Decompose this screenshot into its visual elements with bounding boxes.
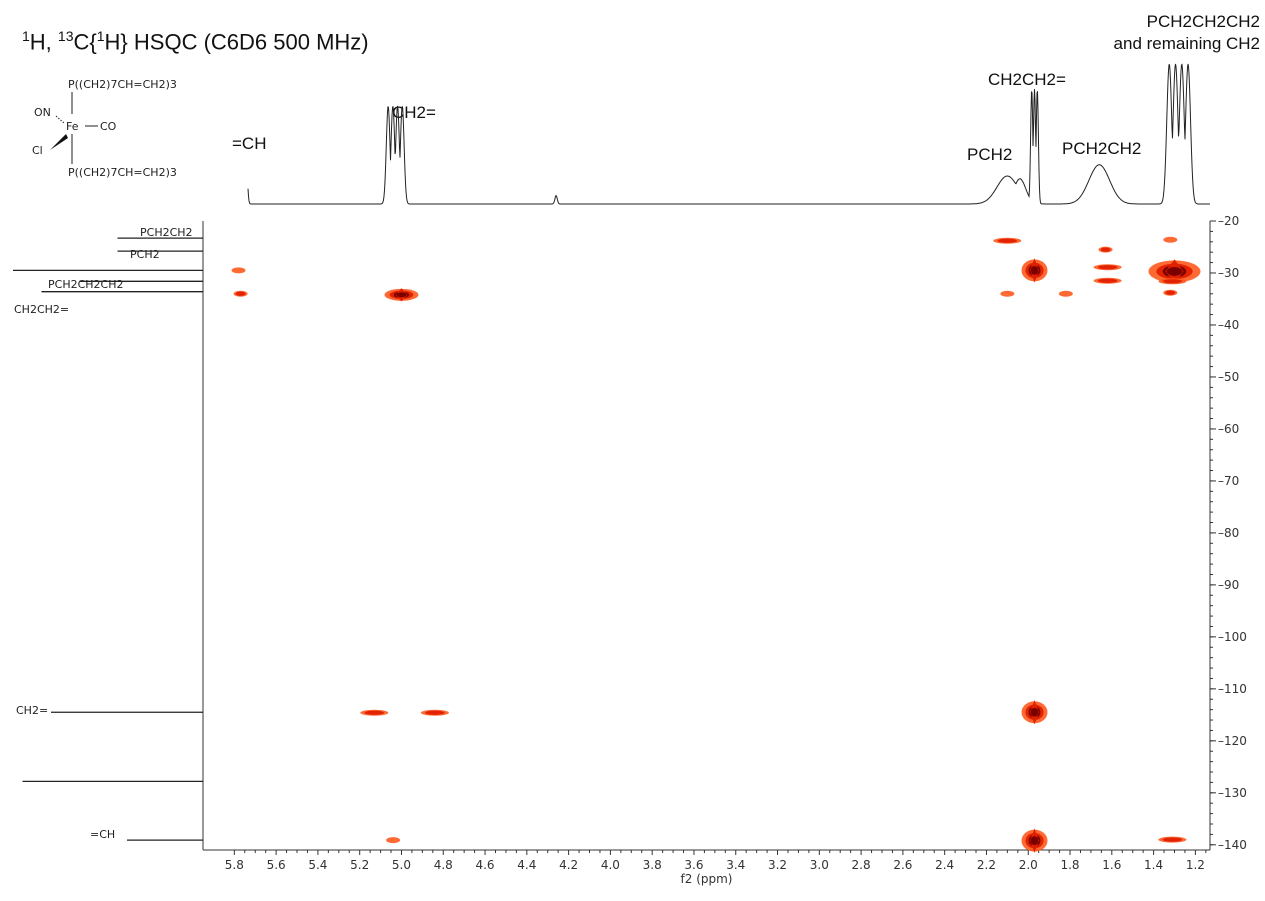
label-pch2ch2: PCH2CH2 [1062,139,1142,158]
x-tick-label: 2.4 [935,858,954,872]
cross-peak [1158,836,1187,843]
x-tick-label: 1.2 [1186,858,1205,872]
contour-level [997,238,1018,243]
contour-level [1097,278,1118,283]
molecule-co-ligand: CO [100,120,117,133]
y-tick-label: –130 [1218,786,1247,800]
x-tick-label: 4.8 [434,858,453,872]
x-tick-label: 3.6 [684,858,703,872]
y-tick-label: –80 [1218,526,1239,540]
contour-level [1030,836,1039,846]
label-pch2ch2ch2: PCH2CH2CH2 [1146,12,1260,31]
contour-level [1030,707,1039,717]
cross-peak [1000,290,1015,297]
label-pch2: PCH2 [967,145,1013,164]
y-tick-label: –30 [1218,266,1239,280]
label-c-eq-ch: =CH [90,828,116,841]
label-c-ch2eq: CH2= [16,704,49,717]
molecule-top-ligand: P((CH2)7CH=CH2)3 [68,78,177,91]
chart-title: 1H, 13C{1H} HSQC (C6D6 500 MHz) [22,28,369,55]
cross-peak [1093,264,1122,271]
contour-level [1165,290,1176,295]
cross-peak [993,237,1022,244]
label-c-ch2ch2eq: CH2CH2= [14,303,70,316]
cross-peak [231,267,246,274]
cross-peak [420,709,449,716]
cross-peak [1163,289,1178,296]
contour-level [1100,247,1111,252]
cross-peak [1098,246,1113,253]
molecule-structure-icon: P((CH2)7CH=CH2)3 ON Fe CO Cl P((CH2)7CH=… [32,78,177,179]
y-tick-label: –110 [1218,682,1247,696]
molecule-cl-ligand: Cl [32,144,43,157]
x-tick-label: 3.0 [810,858,829,872]
x-tick-label: 5.2 [350,858,369,872]
contour-level [235,291,246,296]
y-tick-label: –60 [1218,422,1239,436]
x-tick-label: 2.6 [893,858,912,872]
x-tick-label: 5.8 [225,858,244,872]
contour-level [396,292,407,298]
y-tick-label: –140 [1218,838,1247,852]
x-tick-label: 1.8 [1060,858,1079,872]
contour-level [1058,290,1073,297]
cross-peak [1021,258,1048,283]
x-tick-label: 4.2 [559,858,578,872]
cross-peak [1163,236,1178,243]
molecule-no-ligand: ON [34,106,51,119]
cross-peak [1093,277,1122,284]
proton-trace [247,63,1210,205]
x-tick-label: 5.4 [308,858,327,872]
x-tick-label: 4.0 [601,858,620,872]
x-tick-label: 4.4 [517,858,536,872]
y-tick-label: –70 [1218,474,1239,488]
molecule-metal: Fe [66,120,79,133]
contour-level [231,267,246,274]
contour-level [1162,837,1183,842]
contour-level [1000,290,1015,297]
contour-level [1163,236,1178,243]
y-tick-label: –120 [1218,734,1247,748]
cross-peak [1021,700,1048,725]
contour-level [1097,265,1118,270]
contour-level [386,837,401,844]
cross-peak [384,288,419,302]
y-tick-label: –40 [1218,318,1239,332]
cross-peak [1158,278,1187,285]
contour-level [1030,265,1039,275]
x-tick-label: 3.4 [726,858,745,872]
x-tick-label: 5.6 [267,858,286,872]
y-tick-label: –90 [1218,578,1239,592]
cross-peak [233,290,248,297]
cross-peak [1058,290,1073,297]
molecule-bottom-ligand: P((CH2)7CH=CH2)3 [68,166,177,179]
x-tick-label: 3.8 [643,858,662,872]
cross-peak [360,709,389,716]
label-remaining-ch2: and remaining CH2 [1113,34,1260,53]
x-tick-label: 3.2 [768,858,787,872]
contour-level [425,710,445,715]
label-allylic-ch2: CH2CH2= [988,70,1066,89]
x-tick-label: 2.0 [1019,858,1038,872]
label-vinyl-ch: =CH [232,134,267,153]
contour-level [1166,267,1183,276]
x-axis-label: f2 (ppm) [681,872,733,886]
y-tick-label: –100 [1218,630,1247,644]
cross-peak [386,837,401,844]
cross-peak [1021,828,1048,853]
x-tick-label: 2.2 [977,858,996,872]
label-c-pch2ch2: PCH2CH2 [140,226,193,239]
y-tick-label: –50 [1218,370,1239,384]
x-tick-label: 1.6 [1102,858,1121,872]
cross-peak [1148,259,1201,284]
x-tick-label: 5.0 [392,858,411,872]
x-tick-label: 2.8 [852,858,871,872]
y-tick-label: –20 [1218,214,1239,228]
contour-level [364,710,385,715]
x-tick-label: 4.6 [475,858,494,872]
contour-level [1162,279,1183,284]
x-tick-label: 1.4 [1144,858,1163,872]
